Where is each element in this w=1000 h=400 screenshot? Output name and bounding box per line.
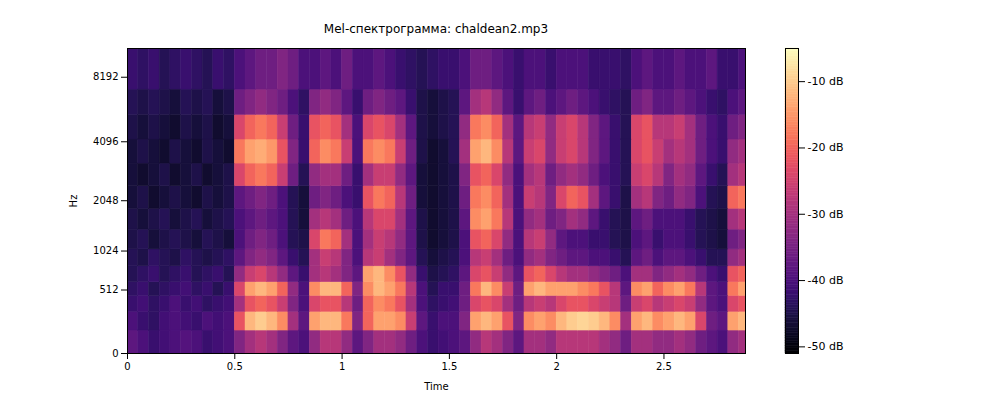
svg-text:-40 dB: -40 dB — [808, 274, 844, 287]
svg-text:Time: Time — [423, 381, 448, 392]
svg-text:1: 1 — [339, 361, 345, 372]
svg-text:512: 512 — [99, 284, 118, 295]
svg-text:Hz: Hz — [68, 195, 79, 208]
svg-text:2048: 2048 — [93, 195, 118, 206]
html-text:Mel-спектрограмма: chaldean2.m: Mel-спектрограмма: chaldean2.mp3 — [323, 22, 549, 36]
svg-text:-30 dB: -30 dB — [808, 208, 844, 221]
svg-text:-20 dB: -20 dB — [808, 141, 844, 154]
svg-text:1024: 1024 — [93, 245, 118, 256]
svg-text:-10 dB: -10 dB — [808, 75, 844, 88]
svg-text:1.5: 1.5 — [441, 361, 457, 372]
svg-text:2.5: 2.5 — [656, 361, 672, 372]
svg-text:8192: 8192 — [93, 71, 118, 82]
svg-text:0.5: 0.5 — [227, 361, 243, 372]
svg-text:-50 dB: -50 dB — [808, 340, 844, 353]
svg-text:0: 0 — [124, 361, 130, 372]
svg-text:0: 0 — [112, 348, 118, 359]
svg-text:4096: 4096 — [93, 136, 118, 147]
svg-text:2: 2 — [553, 361, 559, 372]
